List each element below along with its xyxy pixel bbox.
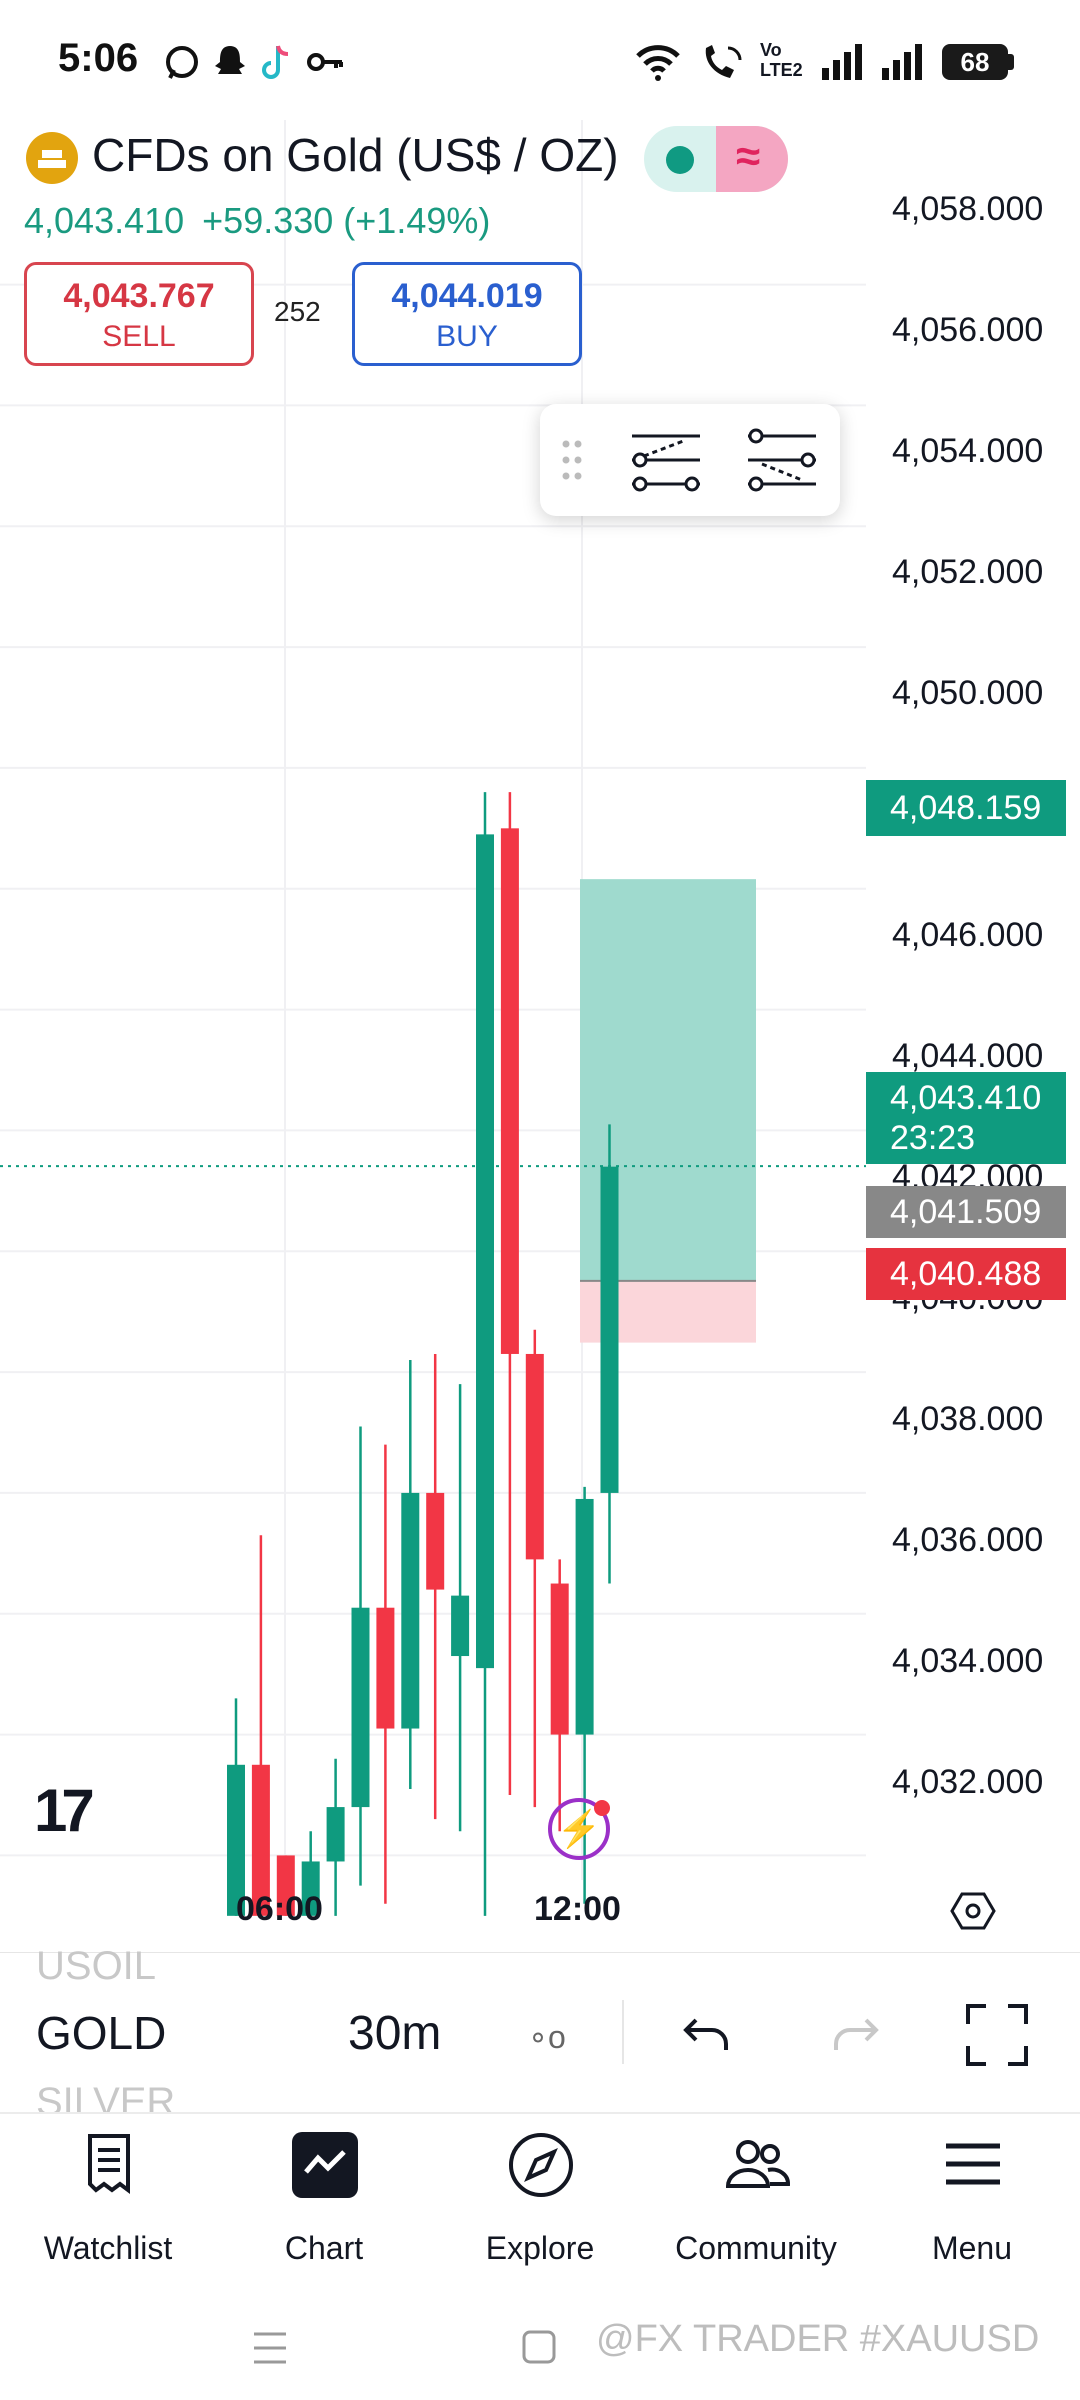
candle-body: [351, 1607, 370, 1808]
candle-body: [276, 1855, 295, 1916]
signal-icon-2: [882, 44, 922, 80]
candle-body: [426, 1492, 445, 1590]
long-position-icon[interactable]: [632, 434, 700, 492]
symbol-toolbar: [0, 1952, 1080, 2113]
market-status-toggle[interactable]: ≈: [644, 126, 788, 192]
chart-area[interactable]: [0, 120, 1080, 1960]
price-line: 4,043.410 +59.330 (+1.49%): [24, 200, 490, 242]
candle-body: [600, 1166, 619, 1493]
candle-body: [251, 1764, 270, 1916]
battery-tip: [1008, 54, 1014, 70]
market-open-dot-icon: [666, 146, 694, 174]
nav-label: Menu: [931, 2230, 1013, 2266]
home-icon[interactable]: [520, 2328, 560, 2368]
symbol-prev[interactable]: USOIL: [36, 1944, 157, 1988]
nav-label: Explore: [485, 2230, 595, 2266]
candle-body: [376, 1607, 395, 1729]
price-axis-label: 4,052.000: [892, 553, 1044, 591]
approx-icon: ≈: [736, 132, 761, 181]
watchlist-icon: [88, 2134, 130, 2194]
candle-body: [476, 834, 494, 1669]
compass-icon: [509, 2133, 573, 2197]
price-chart[interactable]: [0, 120, 1080, 1960]
snapchat-icon: [215, 46, 245, 74]
wifi-icon: [636, 45, 680, 81]
price-axis-label: 4,050.000: [892, 674, 1044, 712]
last-price: 4,043.410: [24, 200, 185, 241]
buy-label: BUY: [436, 320, 498, 353]
price-axis-label: 4,036.000: [892, 1521, 1044, 1559]
candle-body: [326, 1807, 345, 1862]
notification-dot: [594, 1800, 610, 1816]
candle-body: [301, 1861, 320, 1916]
candle-body: [500, 828, 519, 1354]
candle-body: [401, 1492, 420, 1729]
candle-body: [227, 1764, 245, 1916]
system-navigation-bar: [0, 2290, 1080, 2400]
status-time: 5:06: [58, 36, 139, 80]
price-axis-label: 4,038.000: [892, 1400, 1044, 1438]
buy-button[interactable]: 4,044.019 BUY: [352, 262, 582, 366]
bar-countdown: 23:23: [890, 1119, 976, 1157]
stop-loss-tag: 4,040.488: [866, 1248, 1066, 1300]
sell-label: SELL: [102, 320, 176, 353]
price-change: +59.330 (+1.49%): [202, 200, 491, 241]
signal-icon: [822, 44, 862, 80]
status-bar: 5:06 Vo LTE2 68: [0, 0, 1080, 120]
symbol-current[interactable]: GOLD: [36, 2007, 167, 2059]
short-position-icon[interactable]: [748, 428, 816, 492]
nav-label: Chart: [284, 2230, 364, 2266]
drag-handle-icon[interactable]: [562, 440, 582, 480]
delayed-mode-segment[interactable]: [716, 126, 788, 192]
sell-price: 4,043.767: [63, 277, 215, 315]
interval-selector[interactable]: 30m: [348, 2007, 442, 2060]
undo-icon[interactable]: [682, 2004, 732, 2060]
flash-alert-icon[interactable]: ⚡: [548, 1798, 610, 1860]
watermark-text: @FX TRADER #XAUUSD: [596, 2318, 1040, 2360]
candle-body: [575, 1498, 594, 1735]
chart-settings-icon[interactable]: [950, 1888, 996, 1934]
buy-price: 4,044.019: [391, 277, 543, 315]
time-axis-label: 06:00: [236, 1890, 323, 1928]
price-axis-label: 4,034.000: [892, 1642, 1044, 1680]
chart-icon: [292, 2132, 358, 2198]
gold-logo-icon: [26, 132, 78, 184]
position-tool-toolbar[interactable]: [540, 404, 840, 516]
recent-apps-icon[interactable]: [250, 2328, 290, 2368]
price-axis-label: 4,058.000: [892, 190, 1044, 228]
toolbar-divider: [622, 2000, 624, 2064]
sell-button[interactable]: 4,043.767 SELL: [24, 262, 254, 366]
wifi-call-icon: [705, 45, 742, 78]
current-price-value: 4,043.410: [890, 1079, 1042, 1117]
nav-label: Watchlist: [43, 2230, 173, 2266]
indicators-icon[interactable]: ∘o: [528, 2019, 566, 2055]
tradingview-logo-icon[interactable]: 17: [34, 1777, 95, 1844]
candle-body: [550, 1583, 569, 1735]
symbol-title[interactable]: CFDs on Gold (US$ / OZ): [92, 129, 619, 181]
price-axis-label: 4,044.000: [892, 1037, 1044, 1075]
time-axis-label: 12:00: [534, 1890, 621, 1928]
nav-label: Community: [675, 2230, 837, 2266]
spread-value: 252: [274, 296, 321, 327]
hamburger-icon: [946, 2143, 1000, 2185]
candle-body: [525, 1353, 544, 1560]
price-axis-label: 4,046.000: [892, 916, 1044, 954]
volte-label: Vo LTE2: [760, 40, 803, 80]
tiktok-icon: [262, 45, 289, 79]
fullscreen-icon[interactable]: [966, 2004, 1028, 2066]
entry-price-tag: 4,041.509: [866, 1186, 1066, 1238]
battery-icon: 68: [942, 44, 1008, 80]
whatsapp-icon: [166, 46, 198, 79]
key-icon: [307, 53, 343, 71]
take-profit-tag: 4,048.159: [866, 780, 1066, 836]
current-price-tag: 4,043.410 23:23: [866, 1072, 1066, 1164]
candle-body: [451, 1595, 470, 1657]
price-axis-label: 4,032.000: [892, 1763, 1044, 1801]
price-axis-label: 4,054.000: [892, 432, 1044, 470]
community-icon: [725, 2140, 790, 2188]
price-axis-label: 4,056.000: [892, 311, 1044, 349]
bottom-navigation: [0, 2112, 1080, 2288]
redo-icon[interactable]: [830, 2004, 880, 2060]
